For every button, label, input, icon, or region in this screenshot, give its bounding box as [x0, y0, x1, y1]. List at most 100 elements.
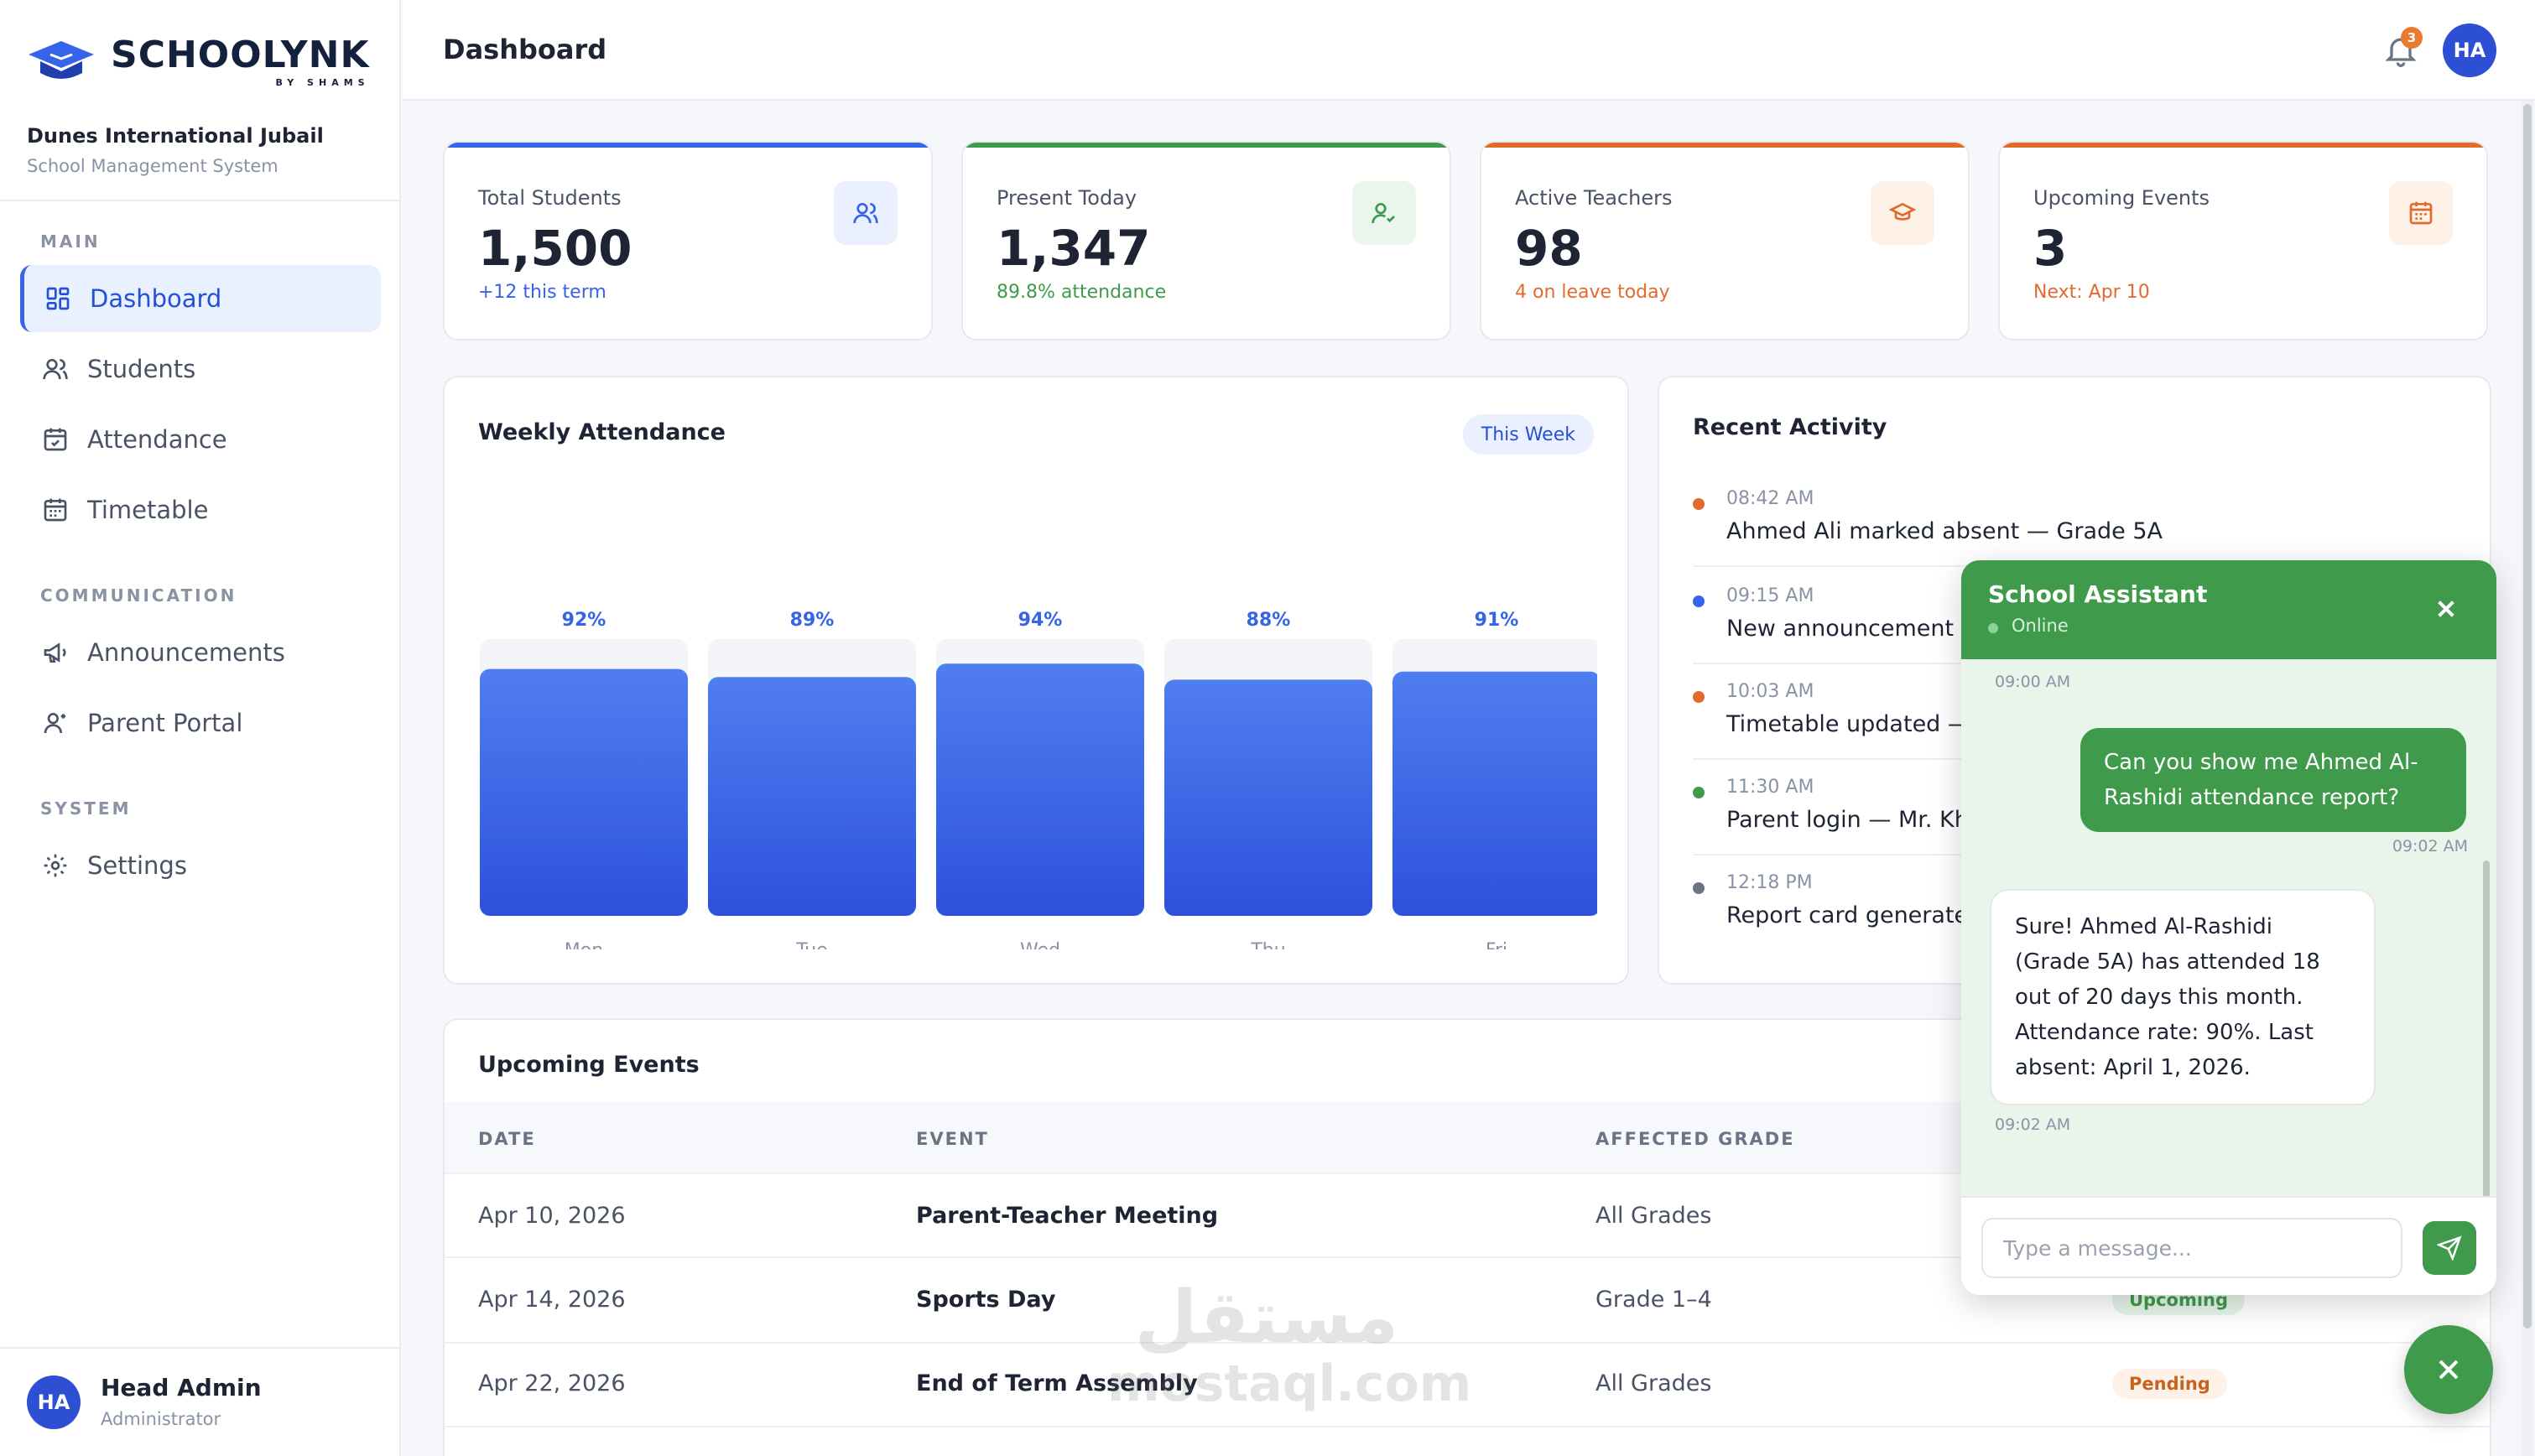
status-dot — [1693, 498, 1705, 510]
page-title: Dashboard — [443, 34, 607, 65]
bar-thu[interactable] — [1164, 679, 1372, 916]
card-accent-bar — [963, 143, 1450, 148]
status-dot — [1693, 595, 1705, 607]
online-dot — [1988, 623, 1998, 633]
school-name: Dunes International Jubail — [27, 124, 324, 148]
close-icon[interactable] — [2429, 592, 2463, 626]
top-bar: Dashboard 3 HA — [403, 0, 2535, 101]
stat-sub: 89.8% attendance — [997, 282, 1167, 303]
bar-tue[interactable] — [708, 677, 916, 916]
sidebar-item-label: Students — [87, 355, 196, 383]
panel-title: Recent Activity — [1693, 414, 1887, 440]
sidebar-item-label: Dashboard — [90, 284, 222, 313]
activity-text: New announcement po — [1726, 616, 1990, 642]
watermark-latin: mostaql.com — [1107, 1355, 1472, 1413]
column-header-date[interactable]: DATE — [478, 1129, 536, 1149]
stat-card-upcoming-events: Upcoming Events 3 Next: Apr 10 — [1998, 141, 2488, 341]
stat-sub: +12 this term — [478, 282, 606, 303]
stat-sub: Next: Apr 10 — [2033, 282, 2150, 303]
brand-logo[interactable]: SCHOOLYNK BY SHAMS — [27, 37, 370, 88]
event-name: Parent-Teacher Meeting — [916, 1203, 1219, 1229]
stat-value: 98 — [1515, 220, 1583, 277]
x-tick-label: Mon — [565, 940, 603, 949]
chat-messages[interactable]: 09:00 AM Can you show me Ahmed Al-Rashid… — [1961, 659, 2496, 1295]
event-name: Sports Day — [916, 1287, 1056, 1313]
user-avatar[interactable]: HA — [27, 1375, 81, 1429]
chat-header: School Assistant Online — [1961, 560, 2496, 659]
user-check-icon — [1352, 181, 1416, 245]
chat-toggle-button[interactable] — [2404, 1325, 2493, 1414]
stat-label: Present Today — [997, 186, 1137, 210]
message-time: 09:00 AM — [1995, 673, 2071, 691]
sidebar-item-attendance[interactable]: Attendance — [20, 406, 381, 473]
stat-label: Total Students — [478, 186, 622, 210]
user-name: Head Admin — [101, 1374, 262, 1401]
sidebar-divider — [0, 1347, 401, 1349]
sidebar-item-announcements[interactable]: Announcements — [20, 619, 381, 686]
bar-value-label: 94% — [1018, 610, 1063, 631]
graduation-cap-logo-icon — [29, 40, 94, 79]
scrollbar-thumb[interactable] — [2523, 104, 2532, 1329]
divider — [445, 1342, 2490, 1344]
panel-title: Weekly Attendance — [478, 419, 726, 445]
stat-card-active-teachers: Active Teachers 98 4 on leave today — [1480, 141, 1970, 341]
stat-card-total-students: Total Students 1,500 +12 this term — [443, 141, 933, 341]
activity-text: Timetable updated — G — [1726, 711, 1996, 737]
send-button[interactable] — [2423, 1221, 2476, 1275]
sidebar-item-label: Parent Portal — [87, 709, 243, 737]
weekly-attendance-panel: Weekly Attendance This Week 92% Mon 89% Tue… — [443, 376, 1629, 985]
sidebar-item-students[interactable]: Students — [20, 335, 381, 403]
activity-time: 08:42 AM — [1726, 488, 1814, 509]
divider — [445, 1256, 2490, 1258]
divider — [445, 1426, 2490, 1427]
column-header-event[interactable]: EVENT — [916, 1129, 989, 1149]
sidebar-item-parent-portal[interactable]: Parent Portal — [20, 689, 381, 757]
sidebar-item-dashboard[interactable]: Dashboard — [20, 265, 381, 332]
sidebar-item-timetable[interactable]: Timetable — [20, 476, 381, 543]
bar-wed[interactable] — [936, 663, 1144, 916]
close-icon — [2439, 1360, 2459, 1380]
x-tick-label: Fri — [1486, 940, 1507, 949]
chat-status: Online — [2012, 616, 2069, 636]
column-header-grade[interactable]: AFFECTED GRADE — [1595, 1129, 1795, 1149]
activity-text: Ahmed Ali marked absent — Grade 5A — [1726, 518, 2163, 544]
event-name: End of Term Assembly — [916, 1370, 1198, 1396]
event-date: Apr 14, 2026 — [478, 1287, 626, 1313]
bar-mon[interactable] — [480, 668, 688, 916]
message-time: 09:02 AM — [1995, 1115, 2071, 1134]
send-icon — [2437, 1235, 2462, 1261]
range-chip[interactable]: This Week — [1462, 414, 1594, 455]
users-icon — [834, 181, 898, 245]
bar-fri[interactable] — [1392, 671, 1597, 916]
bar-value-label: 88% — [1247, 610, 1291, 631]
status-dot — [1693, 787, 1705, 798]
user-message: Can you show me Ahmed Al-Rashidi attenda… — [2080, 728, 2466, 832]
card-accent-bar — [445, 143, 931, 148]
chat-widget: School Assistant Online 09:00 AM Can you… — [1961, 560, 2496, 1295]
card-accent-bar — [2000, 143, 2486, 148]
event-grade: All Grades — [1595, 1203, 1712, 1229]
nav-section-system: SYSTEM — [40, 798, 132, 819]
avatar[interactable]: HA — [2443, 23, 2496, 77]
activity-time: 09:15 AM — [1726, 585, 1814, 606]
activity-text: Parent login — Mr. Khali — [1726, 807, 1996, 833]
sidebar-item-settings[interactable]: Settings — [20, 832, 381, 899]
graduation-cap-icon — [1871, 181, 1934, 245]
watermark-arabic: مستقل — [1134, 1276, 1399, 1360]
user-icon — [44, 713, 65, 734]
school-subtitle: School Management System — [27, 156, 278, 176]
status-dot — [1693, 882, 1705, 894]
sidebar-item-label: Announcements — [87, 638, 285, 667]
users-icon — [43, 359, 68, 380]
divider — [445, 1173, 2490, 1174]
message-input[interactable] — [1981, 1218, 2402, 1278]
sidebar-item-label: Attendance — [87, 425, 227, 454]
brand-sub: BY SHAMS — [275, 77, 370, 88]
megaphone-icon — [44, 642, 66, 663]
calendar-check-icon — [44, 428, 67, 451]
status-badge: Pending — [2112, 1369, 2227, 1399]
chat-scrollbar[interactable] — [2483, 861, 2490, 1295]
user-role: Administrator — [101, 1409, 221, 1429]
activity-time: 12:18 PM — [1726, 872, 1813, 893]
gear-icon — [44, 854, 67, 877]
